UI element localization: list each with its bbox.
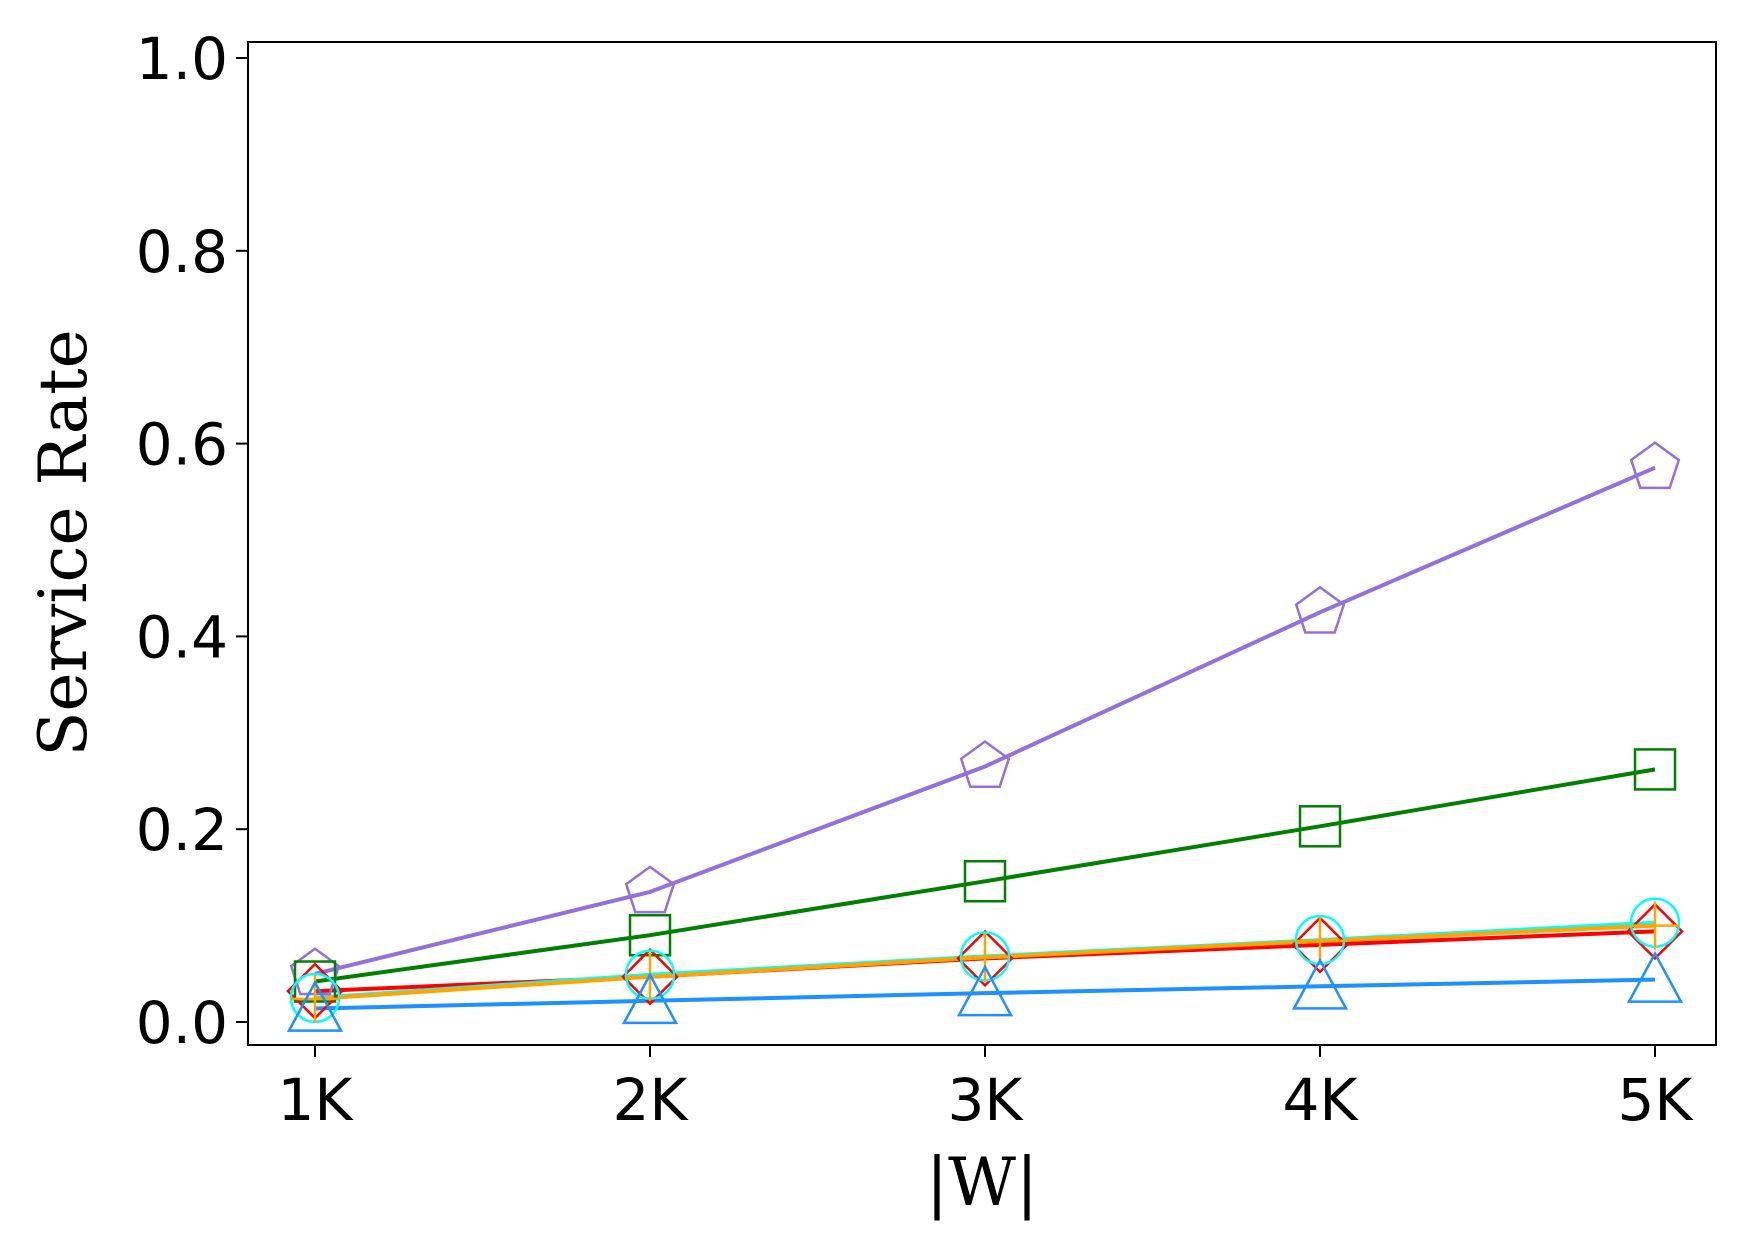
y-tick-label: 0.8 (136, 218, 228, 286)
data-point-square (1298, 805, 1342, 848)
data-point-pentagon (624, 865, 676, 914)
series-line-pentagon (314, 465, 1656, 976)
data-point-diamond (1291, 916, 1349, 974)
data-point-square (1633, 748, 1677, 791)
data-point-triangle (621, 972, 679, 1025)
data-point-plus (961, 933, 1009, 982)
y-tick-label: 0.4 (136, 603, 228, 671)
x-tick-label: 2K (613, 1066, 690, 1134)
plot-frame (247, 41, 1717, 1046)
y-axis-title: Service Rate (25, 329, 102, 756)
x-axis: 1K 2K 3K 4K 5K (278, 1045, 1695, 1134)
data-point-diamond (1626, 902, 1684, 961)
data-point-pentagon (1294, 585, 1346, 634)
data-point-diamond (956, 929, 1014, 988)
y-axis: 0.0 0.2 0.4 0.6 0.8 1.0 (136, 25, 248, 1057)
x-tick-label: 3K (948, 1066, 1025, 1134)
x-tick-label: 1K (278, 1066, 355, 1134)
data-point-triangle (286, 979, 344, 1032)
data-point-pentagon (959, 739, 1011, 789)
data-point-triangle (1291, 957, 1349, 1010)
series-line-square (314, 767, 1656, 984)
y-tick-label: 0.0 (136, 989, 228, 1057)
x-axis-title: |W| (926, 1144, 1038, 1221)
data-point-plus (1296, 917, 1344, 966)
data-point-plus (1631, 901, 1679, 950)
x-tick-label: 4K (1283, 1066, 1360, 1134)
data-point-triangle (1626, 950, 1684, 1003)
series-markers (286, 441, 1684, 1032)
y-tick-label: 0.6 (136, 411, 228, 479)
y-tick-label: 0.2 (136, 796, 228, 864)
data-point-pentagon (1629, 441, 1681, 490)
series-lines (314, 465, 1656, 1011)
y-tick-label: 1.0 (136, 25, 228, 93)
series-line-triangle (314, 977, 1656, 1011)
data-point-triangle (956, 964, 1014, 1017)
data-point-diamond (621, 947, 679, 1006)
x-tick-label: 5K (1618, 1066, 1695, 1134)
data-point-square (963, 860, 1007, 903)
